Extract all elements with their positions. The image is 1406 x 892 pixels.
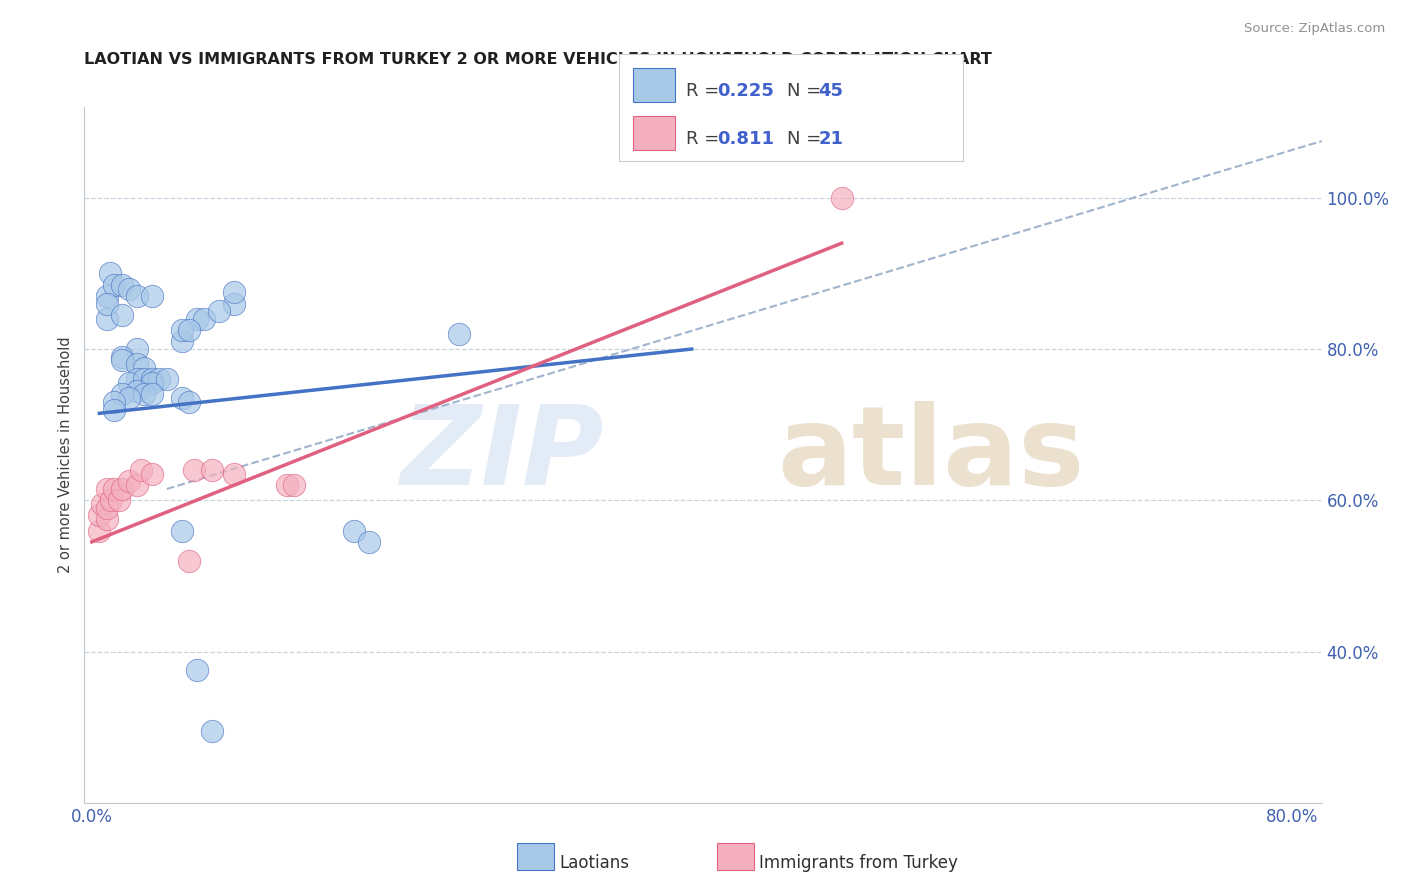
Text: R =: R = (686, 130, 725, 148)
Point (125, 357, 148, 371)
Point (111, 277, 134, 292)
Point (141, 467, 163, 481)
Point (118, 475, 141, 489)
Text: R =: R = (686, 82, 725, 100)
Point (96, 512, 118, 526)
Point (201, 463, 224, 477)
Point (111, 482, 134, 496)
Point (449, 326, 471, 341)
Point (118, 391, 141, 405)
Point (170, 323, 193, 337)
Point (208, 304, 231, 318)
Point (98, 267, 121, 281)
Point (831, 191, 853, 205)
Y-axis label: 2 or more Vehicles in Household: 2 or more Vehicles in Household (58, 336, 73, 574)
Text: Source: ZipAtlas.com: Source: ZipAtlas.com (1244, 22, 1385, 36)
Text: Immigrants from Turkey: Immigrants from Turkey (759, 854, 957, 871)
Point (96, 311, 118, 326)
Point (108, 493, 131, 508)
Point (283, 478, 305, 492)
Point (359, 535, 381, 549)
Point (111, 308, 134, 322)
Point (224, 285, 246, 300)
Point (131, 463, 153, 477)
Point (118, 281, 141, 295)
Point (96, 289, 118, 303)
Text: atlas: atlas (778, 401, 1084, 508)
Point (125, 342, 148, 356)
Point (118, 376, 141, 390)
Point (111, 353, 134, 368)
Point (179, 323, 201, 337)
Point (170, 524, 193, 538)
Point (103, 482, 125, 496)
Point (96, 296, 118, 310)
Point (89, 508, 111, 523)
Point (156, 372, 179, 386)
Point (224, 296, 246, 310)
Point (96, 500, 118, 515)
Point (179, 554, 201, 568)
Text: N =: N = (787, 130, 827, 148)
Point (170, 391, 193, 405)
Point (125, 478, 148, 492)
Point (186, 664, 208, 678)
Point (186, 311, 208, 326)
Point (103, 402, 125, 417)
Point (141, 289, 163, 303)
Point (134, 372, 156, 386)
Point (111, 387, 134, 401)
Point (183, 463, 205, 477)
Point (193, 311, 215, 326)
Text: Laotians: Laotians (560, 854, 630, 871)
Point (96, 482, 118, 496)
Text: 0.811: 0.811 (717, 130, 775, 148)
Point (141, 387, 163, 401)
Point (125, 289, 148, 303)
Point (224, 467, 246, 481)
Point (343, 524, 366, 538)
Legend:   R =  0.225   N =  45,   R =  0.811   N =  21: R = 0.225 N = 45, R = 0.811 N = 21 (600, 116, 855, 189)
Point (91, 497, 114, 511)
Point (125, 384, 148, 398)
Point (111, 350, 134, 364)
Text: 21: 21 (818, 130, 844, 148)
Text: 0.225: 0.225 (717, 82, 773, 100)
Text: N =: N = (787, 82, 827, 100)
Point (103, 277, 125, 292)
Text: ZIP: ZIP (401, 401, 605, 508)
Point (179, 395, 201, 409)
Point (125, 372, 148, 386)
Point (141, 376, 163, 390)
Point (89, 524, 111, 538)
Text: LAOTIAN VS IMMIGRANTS FROM TURKEY 2 OR MORE VEHICLES IN HOUSEHOLD CORRELATION CH: LAOTIAN VS IMMIGRANTS FROM TURKEY 2 OR M… (84, 52, 993, 67)
Point (170, 334, 193, 349)
Point (148, 372, 170, 386)
Text: 45: 45 (818, 82, 844, 100)
Point (201, 723, 224, 738)
Point (100, 493, 122, 508)
Point (134, 361, 156, 376)
Point (134, 387, 156, 401)
Point (276, 478, 298, 492)
Point (103, 395, 125, 409)
Point (141, 372, 163, 386)
